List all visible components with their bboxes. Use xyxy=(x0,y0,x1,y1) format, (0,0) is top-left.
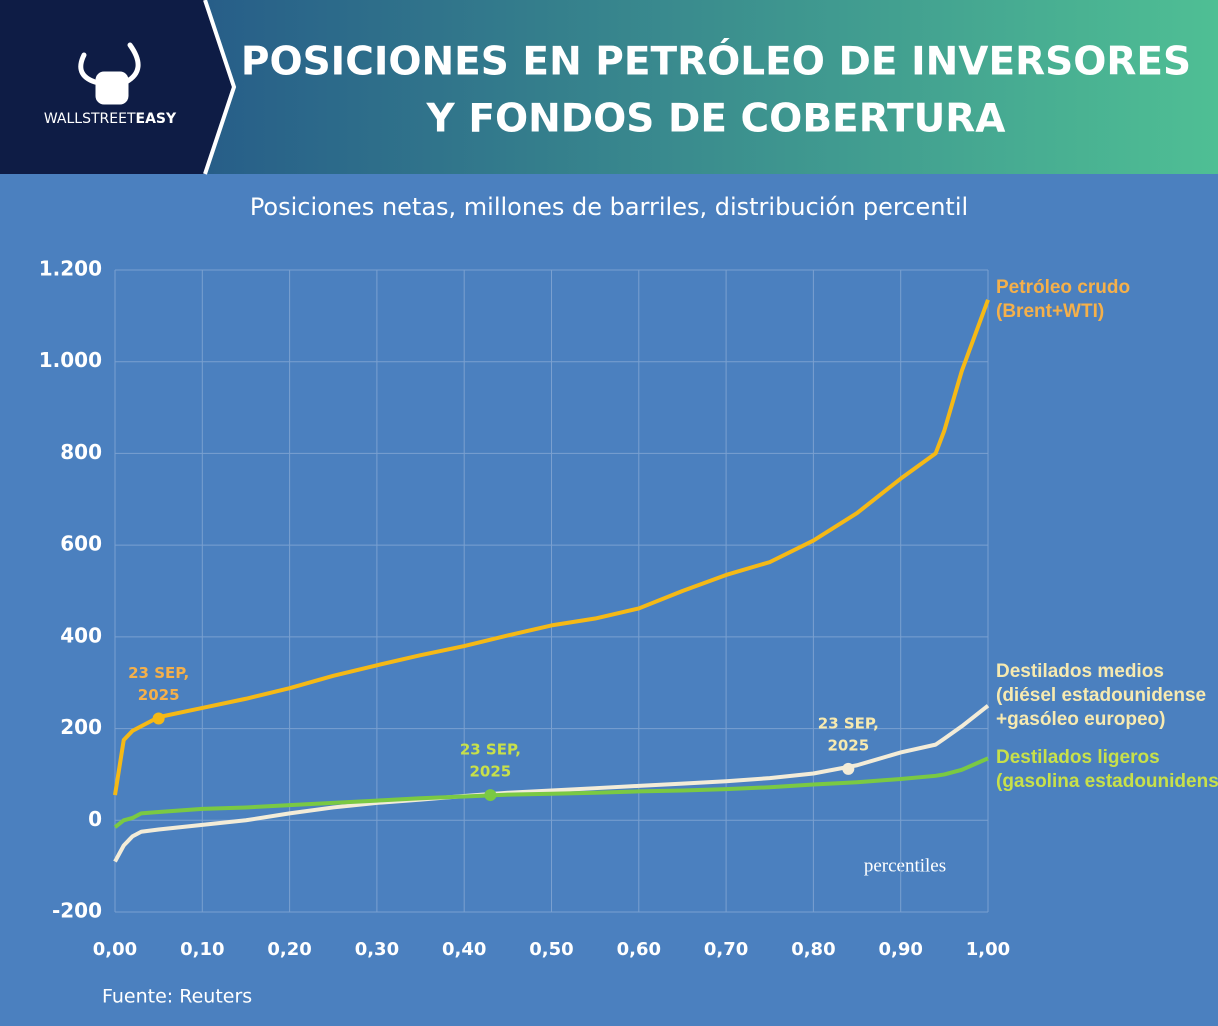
x-tick-label: 0,30 xyxy=(355,939,399,960)
legend-label: (gasolina estadounidense) xyxy=(996,771,1218,792)
annotation-dot xyxy=(152,712,165,725)
logo-text: WALLSTREETEASY xyxy=(44,111,177,127)
legend-label: Petróleo crudo xyxy=(996,277,1130,298)
annotation-dot xyxy=(484,789,497,802)
x-tick-label: 1,00 xyxy=(966,939,1010,960)
legend-label: Destilados medios xyxy=(996,661,1164,682)
legend-label: (Brent+WTI) xyxy=(996,301,1104,322)
annotation: 2025 xyxy=(470,763,512,781)
y-tick-label: 200 xyxy=(60,715,102,739)
logo-word: WALLSTREET xyxy=(44,111,136,127)
annotation-dot xyxy=(842,762,855,775)
source: Fuente: Reuters xyxy=(102,986,252,1008)
annotation: 23 SEP, xyxy=(818,714,879,732)
x-tick-label: 0,50 xyxy=(529,939,573,960)
x-tick-label: 0,40 xyxy=(442,939,486,960)
y-tick-label: 1.200 xyxy=(39,257,102,281)
y-tick-label: 400 xyxy=(60,623,102,647)
y-tick-label: 1.000 xyxy=(39,348,102,372)
y-tick-label: 600 xyxy=(60,532,102,556)
title: Y FONDOS DE COBERTURA xyxy=(426,97,1006,142)
subtitle: Posiciones netas, millones de barriles, … xyxy=(250,193,968,221)
legend-label: Destilados ligeros xyxy=(996,747,1160,768)
line-series xyxy=(113,704,990,863)
annotation: 23 SEP, xyxy=(460,741,521,759)
logo-icon xyxy=(78,42,141,105)
y-tick-label: 0 xyxy=(88,807,102,831)
x-axis-label: percentiles xyxy=(864,855,946,876)
line-series xyxy=(113,299,990,796)
annotation: 23 SEP, xyxy=(128,664,189,682)
title: POSICIONES EN PETRÓLEO DE INVERSORES xyxy=(241,38,1191,85)
x-tick-label: 0,80 xyxy=(791,939,835,960)
annotation: 2025 xyxy=(827,736,869,754)
logo-word: EASY xyxy=(136,111,177,127)
y-tick-label: 800 xyxy=(60,440,102,464)
legend-label: +gasóleo europeo) xyxy=(996,709,1165,730)
x-tick-label: 0,90 xyxy=(878,939,922,960)
x-tick-label: 0,70 xyxy=(704,939,748,960)
line-series xyxy=(113,756,989,829)
x-tick-label: 0,00 xyxy=(93,939,137,960)
x-tick-label: 0,10 xyxy=(180,939,224,960)
x-tick-label: 0,20 xyxy=(267,939,311,960)
y-tick-label: -200 xyxy=(52,899,102,923)
chevron xyxy=(203,0,237,175)
legend-label: (diésel estadounidense xyxy=(996,685,1206,706)
annotation: 2025 xyxy=(138,686,180,704)
x-tick-label: 0,60 xyxy=(617,939,661,960)
